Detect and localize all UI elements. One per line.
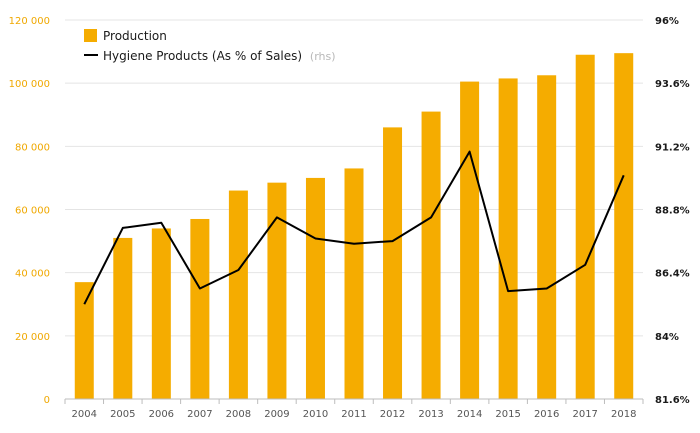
left-tick-label: 120 000 [9,16,50,27]
x-tick-label: 2004 [72,409,97,420]
right-tick-label: 84% [655,332,679,343]
legend-hygiene-label-group: Hygiene Products (As % of Sales) (rhs) [103,49,336,63]
bar-production-2012 [383,127,403,399]
left-tick-label: 100 000 [9,79,50,90]
bar-production-2005 [113,237,133,399]
right-tick-label: 96% [655,16,679,27]
x-tick-label: 2010 [303,409,328,420]
x-tick-label: 2018 [611,409,636,420]
x-tick-label: 2016 [534,409,559,420]
x-tick-label: 2015 [495,409,520,420]
left-tick-label: 0 [44,395,50,406]
right-tick-label: 93.6% [655,79,690,90]
bar-production-2009 [267,182,287,399]
x-tick-label: 2005 [110,409,135,420]
hygiene-line-series [83,150,625,305]
line-hygiene-products [83,150,625,305]
bar-production-2013 [421,111,441,399]
legend: Production Hygiene Products (As % of Sal… [84,29,336,63]
bar-production-2011 [344,168,364,399]
x-tick-label: 2011 [341,409,366,420]
legend-hygiene-rhs-note: (rhs) [310,50,336,63]
bar-production-2006 [151,228,171,399]
left-tick-label: 20 000 [15,332,50,343]
legend-production-swatch [84,29,97,42]
bar-production-2007 [190,218,210,399]
bar-production-2014 [460,81,480,400]
bar-production-2004 [74,282,94,399]
axes [64,398,644,404]
x-tick-label: 2008 [226,409,251,420]
bar-production-2015 [498,78,518,399]
left-tick-label: 60 000 [15,206,50,217]
x-tick-label: 2014 [457,409,482,420]
x-tick-label: 2013 [418,409,443,420]
x-tick-label: 2017 [572,409,597,420]
bar-production-2017 [575,54,595,399]
bar-production-2016 [537,75,557,399]
x-tick-label: 2006 [149,409,174,420]
bar-production-2010 [305,177,325,399]
right-tick-label: 86.4% [655,269,690,280]
x-tick-label: 2012 [380,409,405,420]
right-tick-label: 81.6% [655,395,690,406]
x-tick-label: 2007 [187,409,212,420]
right-axis-ticks: 81.6% 84% 86.4% 88.8% 91.2% 93.6% 96% [655,16,690,406]
bar-production-2018 [614,53,634,399]
left-axis-ticks: 0 20 000 40 000 60 000 80 000 100 000 120 000 [9,16,50,406]
x-tick-label: 2009 [264,409,289,420]
x-axis-ticks: 2004 2005 2006 2007 2008 2009 2010 2011 2012 2013… [72,409,637,420]
production-bars [74,53,634,400]
legend-hygiene-label: Hygiene Products (As % of Sales) [103,49,302,63]
right-tick-label: 91.2% [655,142,690,153]
legend-production-label: Production [103,29,167,43]
left-tick-label: 40 000 [15,269,50,280]
left-tick-label: 80 000 [15,142,50,153]
bar-production-2008 [228,190,248,399]
right-tick-label: 88.8% [655,206,690,217]
